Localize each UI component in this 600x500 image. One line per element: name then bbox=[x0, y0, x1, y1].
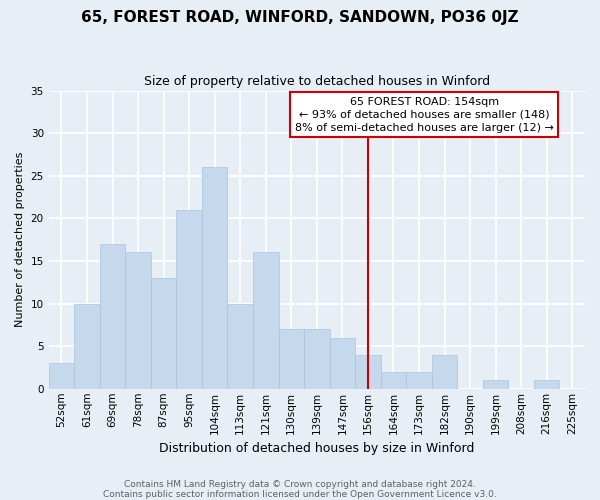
Bar bbox=[100, 244, 125, 389]
Bar bbox=[227, 304, 253, 389]
Bar bbox=[49, 363, 74, 389]
X-axis label: Distribution of detached houses by size in Winford: Distribution of detached houses by size … bbox=[159, 442, 475, 455]
Bar bbox=[278, 329, 304, 389]
Bar bbox=[202, 167, 227, 389]
Bar bbox=[432, 354, 457, 389]
Bar bbox=[329, 338, 355, 389]
Bar bbox=[406, 372, 432, 389]
Text: 65 FOREST ROAD: 154sqm
← 93% of detached houses are smaller (148)
8% of semi-det: 65 FOREST ROAD: 154sqm ← 93% of detached… bbox=[295, 96, 554, 133]
Bar bbox=[253, 252, 278, 389]
Bar bbox=[355, 354, 380, 389]
Bar bbox=[380, 372, 406, 389]
Bar bbox=[151, 278, 176, 389]
Bar bbox=[74, 304, 100, 389]
Y-axis label: Number of detached properties: Number of detached properties bbox=[15, 152, 25, 328]
Text: Contains public sector information licensed under the Open Government Licence v3: Contains public sector information licen… bbox=[103, 490, 497, 499]
Title: Size of property relative to detached houses in Winford: Size of property relative to detached ho… bbox=[144, 75, 490, 88]
Bar bbox=[125, 252, 151, 389]
Bar bbox=[176, 210, 202, 389]
Bar bbox=[534, 380, 559, 389]
Bar bbox=[483, 380, 508, 389]
Text: Contains HM Land Registry data © Crown copyright and database right 2024.: Contains HM Land Registry data © Crown c… bbox=[124, 480, 476, 489]
Bar bbox=[304, 329, 329, 389]
Text: 65, FOREST ROAD, WINFORD, SANDOWN, PO36 0JZ: 65, FOREST ROAD, WINFORD, SANDOWN, PO36 … bbox=[81, 10, 519, 25]
